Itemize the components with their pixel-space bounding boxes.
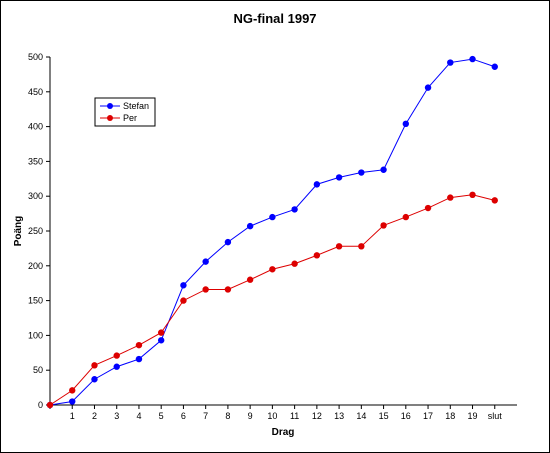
x-tick-label: 15	[379, 411, 389, 421]
y-tick-label: 50	[33, 365, 43, 375]
legend-label-per: Per	[123, 113, 137, 123]
data-point-per	[91, 362, 98, 369]
legend: Stefan Per	[94, 97, 156, 127]
data-point-stefan	[335, 174, 343, 181]
legend-label-stefan: Stefan	[123, 101, 149, 111]
y-tick-label: 0	[38, 400, 43, 410]
data-point-per	[202, 286, 209, 293]
x-ticks: 1 2 3 4 5 6 7 8 9 10 11 12 13 14 15 16 17 18 19 slut	[49, 405, 503, 421]
data-point-stefan	[491, 63, 498, 70]
data-point-stefan	[447, 59, 454, 66]
x-tick-label: 3	[114, 411, 119, 421]
chart-title: NG-final 1997	[233, 11, 316, 26]
data-point-per	[447, 194, 454, 201]
x-tick-label: 14	[356, 411, 366, 421]
y-tick-label: 250	[28, 226, 43, 236]
x-tick-label: 5	[159, 411, 164, 421]
data-point-per	[358, 243, 365, 250]
x-tick-label: 12	[312, 411, 322, 421]
data-point-stefan	[469, 55, 476, 63]
legend-box	[94, 97, 156, 127]
x-tick-label: slut	[488, 411, 503, 421]
data-point-stefan	[402, 120, 410, 128]
data-point-stefan	[135, 355, 143, 363]
x-tick-label: 6	[181, 411, 186, 421]
data-point-stefan	[313, 181, 321, 188]
y-tick-label: 150	[28, 296, 43, 306]
y-tick-label: 350	[28, 156, 43, 166]
data-point-per	[69, 387, 76, 394]
y-tick-label: 500	[28, 52, 43, 62]
y-tick-label: 400	[28, 122, 43, 132]
legend-marker-per	[107, 115, 113, 121]
data-point-stefan	[69, 398, 76, 405]
series-line-per	[49, 194, 495, 406]
x-tick-label: 13	[334, 411, 344, 421]
data-point-per	[269, 266, 276, 273]
data-point-per	[157, 329, 165, 336]
x-tick-label: 8	[225, 411, 230, 421]
x-tick-label: 11	[290, 411, 299, 421]
y-ticks: 0 50 100 150 200 250 300 350 400 450 500	[28, 52, 50, 410]
data-point-per	[46, 401, 54, 409]
data-point-per	[424, 204, 432, 212]
x-tick-label: 10	[267, 411, 277, 421]
data-point-per	[113, 352, 120, 359]
x-tick-label: 2	[92, 411, 97, 421]
data-point-stefan	[358, 169, 365, 176]
data-point-stefan	[202, 258, 209, 265]
data-point-stefan	[424, 84, 432, 91]
legend-marker-stefan	[107, 103, 113, 109]
data-point-stefan	[246, 222, 254, 230]
data-point-per	[291, 260, 298, 267]
data-point-per	[335, 243, 343, 250]
y-axis-label: Poäng	[13, 216, 24, 247]
data-point-per	[491, 197, 498, 204]
x-tick-label: 16	[401, 411, 411, 421]
data-point-stefan	[224, 238, 232, 246]
x-tick-label: 4	[136, 411, 141, 421]
data-point-stefan	[157, 337, 165, 344]
data-point-per	[180, 297, 187, 304]
x-axis-label: Drag	[272, 427, 295, 438]
series-layer	[46, 55, 498, 409]
x-tick-label: 17	[423, 411, 433, 421]
x-tick-label: 1	[70, 411, 75, 421]
y-tick-label: 100	[28, 330, 43, 340]
x-tick-label: 19	[468, 411, 478, 421]
data-point-stefan	[180, 282, 187, 289]
x-tick-label: 18	[445, 411, 455, 421]
data-point-per	[313, 252, 321, 259]
y-tick-label: 300	[28, 191, 43, 201]
data-point-stefan	[291, 206, 298, 213]
data-point-stefan	[380, 166, 387, 173]
data-point-stefan	[113, 363, 120, 370]
data-point-per	[224, 286, 232, 293]
x-tick-label: 7	[203, 411, 208, 421]
data-point-stefan	[269, 213, 276, 221]
data-point-per	[402, 213, 410, 221]
data-point-per	[380, 222, 387, 229]
data-point-stefan	[91, 376, 98, 383]
y-tick-label: 200	[28, 261, 43, 271]
data-point-per	[469, 191, 476, 199]
data-point-per	[135, 341, 143, 349]
y-tick-label: 450	[28, 87, 43, 97]
data-point-per	[246, 276, 254, 283]
x-tick-label: 9	[248, 411, 253, 421]
